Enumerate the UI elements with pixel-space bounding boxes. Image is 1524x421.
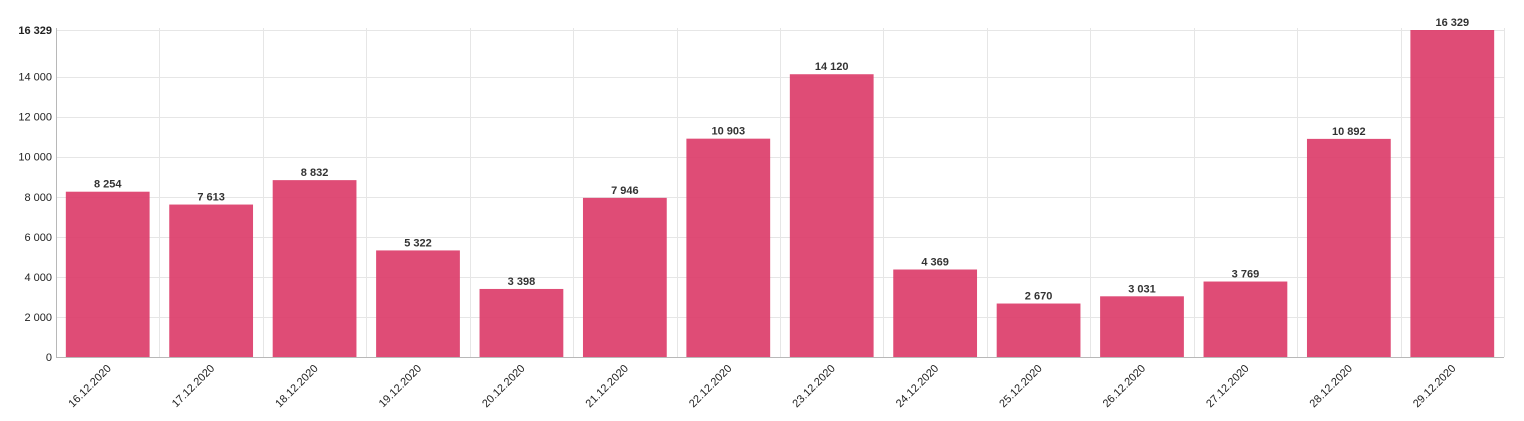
x-tick-label: 18.12.2020 [273, 363, 320, 410]
y-tick-label: 2 000 [24, 312, 52, 324]
bar[interactable] [789, 74, 874, 357]
bar[interactable] [1410, 30, 1495, 357]
x-tick-label: 28.12.2020 [1308, 363, 1355, 410]
x-tick-label: 23.12.2020 [790, 363, 837, 410]
data-label: 16 329 [1435, 17, 1469, 29]
x-tick-label: 29.12.2020 [1411, 363, 1458, 410]
bar[interactable] [893, 269, 978, 357]
bar[interactable] [272, 180, 357, 357]
data-label: 3 398 [508, 276, 536, 288]
x-tick-label: 17.12.2020 [170, 363, 217, 410]
y-tick-label: 6 000 [24, 232, 52, 244]
y-tick-label: 14 000 [18, 72, 52, 84]
y-tick-label: 4 000 [24, 272, 52, 284]
bar[interactable] [1306, 138, 1391, 357]
bar[interactable] [479, 288, 564, 357]
x-tick-label: 26.12.2020 [1101, 363, 1148, 410]
x-tick-label: 19.12.2020 [377, 363, 424, 410]
bar[interactable] [686, 138, 771, 357]
data-label: 14 120 [815, 61, 849, 73]
data-label: 10 892 [1332, 126, 1366, 138]
data-label: 5 322 [404, 237, 432, 249]
x-tick-label: 22.12.2020 [687, 363, 734, 410]
y-tick-label: 12 000 [18, 112, 52, 124]
data-label: 8 254 [94, 179, 122, 191]
bar[interactable] [996, 303, 1081, 357]
y-tick-label: 10 000 [18, 152, 52, 164]
x-tick-label: 20.12.2020 [480, 363, 527, 410]
data-label: 2 670 [1025, 291, 1053, 303]
data-label: 7 613 [197, 192, 225, 204]
data-label: 4 369 [921, 257, 949, 269]
data-label: 3 769 [1232, 269, 1260, 281]
x-tick-label: 24.12.2020 [894, 363, 941, 410]
data-label: 3 031 [1128, 283, 1156, 295]
bar[interactable] [65, 191, 150, 357]
y-tick-label: 16 329 [18, 25, 52, 37]
data-label: 10 903 [711, 126, 745, 138]
y-tick-label: 0 [46, 352, 52, 364]
bar[interactable] [169, 204, 254, 357]
bar[interactable] [1203, 281, 1288, 357]
bar[interactable] [1100, 296, 1184, 357]
x-tick-label: 27.12.2020 [1204, 363, 1251, 410]
x-tick-label: 25.12.2020 [997, 363, 1044, 410]
x-tick-label: 16.12.2020 [66, 363, 113, 410]
data-label: 7 946 [611, 185, 639, 197]
y-tick-label: 8 000 [24, 192, 52, 204]
x-tick-label: 21.12.2020 [584, 363, 631, 410]
bar[interactable] [582, 197, 667, 357]
bar[interactable] [376, 250, 460, 357]
data-label: 8 832 [301, 167, 329, 179]
